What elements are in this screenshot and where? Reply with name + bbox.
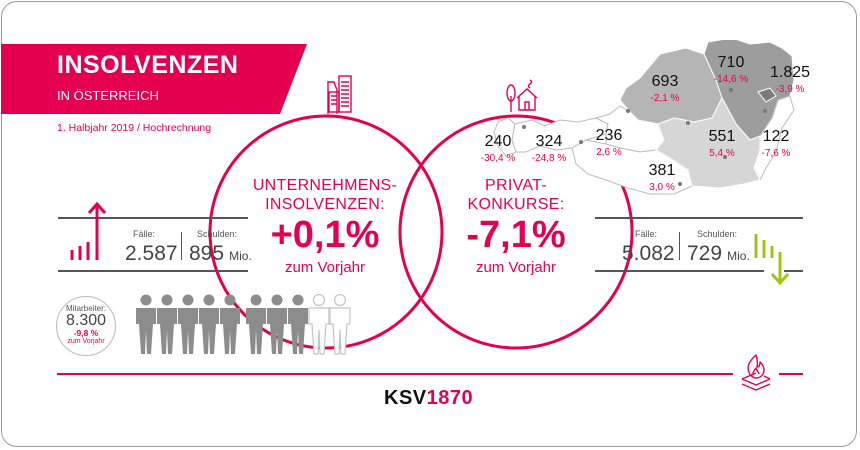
business-divider-bottom xyxy=(58,270,248,272)
footer-divider-right xyxy=(779,373,803,375)
austria-map xyxy=(493,40,795,195)
map-region-burgenland: 122 -7,6 % xyxy=(752,128,800,162)
map-region-kaernten: 381 3,0 % xyxy=(640,162,684,196)
private-debt-value: 729 xyxy=(687,242,723,265)
private-heading: PRIVAT- KONKURSE: xyxy=(436,176,596,214)
region-change: 3,0 % xyxy=(649,182,675,193)
map-region-vorarlberg: 240 -30,4 % xyxy=(473,133,523,167)
employee-figures-icon xyxy=(136,294,351,355)
business-stat-separator xyxy=(181,232,182,260)
header-banner xyxy=(1,44,307,114)
business-debt-label: Schulden: xyxy=(197,229,238,239)
business-change-label: zum Vorjahr xyxy=(284,259,366,276)
private-change-label: zum Vorjahr xyxy=(475,259,557,276)
private-change: -7,1% xyxy=(466,214,566,256)
region-value: 710 xyxy=(717,54,745,71)
office-buildings-icon xyxy=(327,75,352,114)
region-value: 1.825 xyxy=(769,64,811,81)
region-change: 2,6 % xyxy=(596,147,622,158)
employees-change-label: zum Vorjahr xyxy=(67,338,105,345)
private-divider-bottom xyxy=(595,270,803,272)
business-debt-unit: Mio. xyxy=(229,249,252,263)
map-region-niederoesterreich: 710 -14,6 % xyxy=(706,54,756,88)
map-region-tirol: 324 -24,8 % xyxy=(524,133,574,167)
period-label: 1. Halbjahr 2019 / Hochrechnung xyxy=(57,122,212,134)
region-value: 551 xyxy=(708,128,736,145)
business-change: +0,1% xyxy=(270,214,380,256)
region-value: 381 xyxy=(648,162,676,179)
region-value: 236 xyxy=(595,127,623,144)
private-heading-line1: PRIVAT- xyxy=(485,177,547,194)
region-value: 240 xyxy=(484,133,512,150)
logo-ksv: KSV xyxy=(384,387,427,409)
employees-label: Mitarbeiter: xyxy=(65,304,106,313)
house-tree-icon xyxy=(506,79,538,112)
region-value: 324 xyxy=(535,133,563,150)
map-region-steiermark: 551 5,4 % xyxy=(698,128,746,162)
employees-change: -9,8 % xyxy=(73,328,99,338)
business-divider-top xyxy=(58,217,248,219)
private-divider-top xyxy=(595,217,803,219)
fire-layers-icon xyxy=(741,354,771,391)
page-title: INSOLVENZEN xyxy=(57,51,239,79)
region-value: 693 xyxy=(651,73,679,90)
region-change: -24,8 % xyxy=(531,153,567,164)
logo-1870: 1870 xyxy=(426,387,474,409)
business-heading: UNTERNEHMENS- INSOLVENZEN: xyxy=(240,176,410,214)
map-region-oberoesterreich: 693 -2,1 % xyxy=(643,73,687,107)
private-heading-line2: KONKURSE: xyxy=(467,196,565,213)
region-change: -14,6 % xyxy=(713,74,749,85)
business-heading-line1: UNTERNEHMENS- xyxy=(252,177,398,194)
region-change: -2,1 % xyxy=(650,93,680,104)
ksv-logo: KSV1870 xyxy=(384,387,473,410)
map-region-wien: 1.825 -3,9 % xyxy=(758,64,822,98)
region-change: 5,4 % xyxy=(709,148,735,159)
business-debt: 895 Mio. xyxy=(189,242,252,266)
private-cases-label: Fälle: xyxy=(635,229,658,239)
region-change: -3,9 % xyxy=(775,84,805,95)
business-cases-label: Fälle: xyxy=(133,229,156,239)
arrow-up-bars-icon xyxy=(70,201,107,260)
employees-badge: Mitarbeiter: 8.300 -9,8 % zum Vorjahr xyxy=(56,296,116,356)
page-subtitle: IN ÖSTERREICH xyxy=(57,88,159,103)
arrow-down-bars-icon xyxy=(754,234,790,286)
employees-value: 8.300 xyxy=(65,312,107,329)
private-cases-value: 5.082 xyxy=(622,242,675,265)
private-debt: 729 Mio. xyxy=(687,242,750,266)
region-change: -30,4 % xyxy=(480,153,516,164)
region-change: -7,6 % xyxy=(761,148,791,159)
business-heading-line2: INSOLVENZEN: xyxy=(265,196,385,213)
private-debt-label: Schulden: xyxy=(697,229,738,239)
private-debt-unit: Mio. xyxy=(727,249,750,263)
business-debt-value: 895 xyxy=(189,242,225,265)
footer-divider-left xyxy=(57,373,733,375)
business-cases-value: 2.587 xyxy=(125,242,178,265)
map-region-salzburg: 236 2,6 % xyxy=(586,127,632,161)
private-stat-separator xyxy=(679,232,680,260)
region-value: 122 xyxy=(762,128,790,145)
